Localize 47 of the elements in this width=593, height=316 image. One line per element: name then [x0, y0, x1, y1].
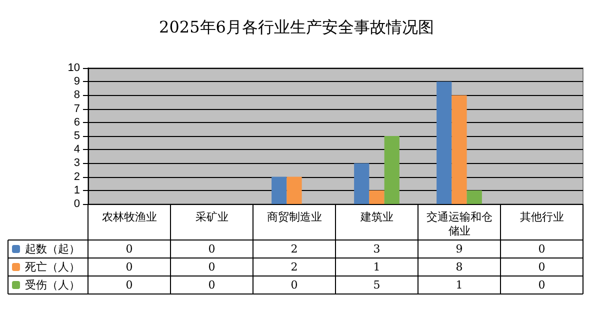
y-tick-label: 1: [74, 184, 80, 196]
y-tick-label: 0: [74, 198, 80, 210]
x-tick-label: 建筑业: [359, 210, 394, 224]
bar: [354, 163, 370, 204]
data-label: 0: [208, 278, 216, 292]
data-label: 3: [373, 242, 380, 256]
x-tick-label: 交通运输和仓储业: [426, 210, 492, 238]
data-label: 2: [290, 242, 298, 256]
legend-label: 受伤（人）: [25, 278, 80, 292]
y-tick-label: 4: [74, 144, 80, 156]
data-label: 0: [538, 278, 546, 292]
bar: [369, 190, 384, 204]
y-tick-label: 8: [74, 89, 80, 102]
data-label: 0: [208, 242, 216, 256]
data-label: 9: [456, 242, 463, 256]
bar: [286, 176, 302, 204]
x-tick-label: 采矿业: [195, 210, 228, 224]
legend-label: 死亡（人）: [25, 260, 80, 274]
data-label: 0: [538, 260, 546, 274]
bar: [452, 95, 467, 204]
data-label: 1: [456, 278, 463, 292]
bar: [272, 176, 287, 204]
data-label: 0: [538, 242, 546, 256]
y-tick-label: 2: [74, 170, 80, 183]
x-tick-label: 其他行业: [520, 210, 564, 224]
bar: [436, 82, 452, 204]
y-tick-label: 3: [74, 157, 80, 170]
data-label: 0: [126, 278, 133, 292]
y-tick-label: 10: [68, 62, 80, 74]
data-label: 1: [373, 260, 380, 274]
bar: [466, 190, 482, 204]
data-label: 5: [373, 278, 380, 292]
data-label: 8: [456, 260, 463, 274]
data-label: 0: [208, 260, 216, 274]
bar: [384, 136, 400, 204]
y-tick-label: 9: [74, 76, 80, 88]
x-tick-label: 商贸制造业: [266, 210, 322, 224]
data-label: 2: [290, 260, 298, 274]
y-tick-label: 7: [74, 102, 80, 115]
y-tick-label: 5: [74, 130, 80, 142]
legend-label: 起数（起）: [25, 242, 80, 256]
y-tick-label: 6: [74, 116, 80, 128]
data-label: 0: [126, 242, 133, 256]
data-label: 0: [290, 278, 298, 292]
x-tick-label: 农林牧渔业: [102, 210, 157, 224]
chart-title: 2025年6月各行业生产安全事故情况图: [159, 18, 434, 36]
data-label: 0: [126, 260, 133, 274]
